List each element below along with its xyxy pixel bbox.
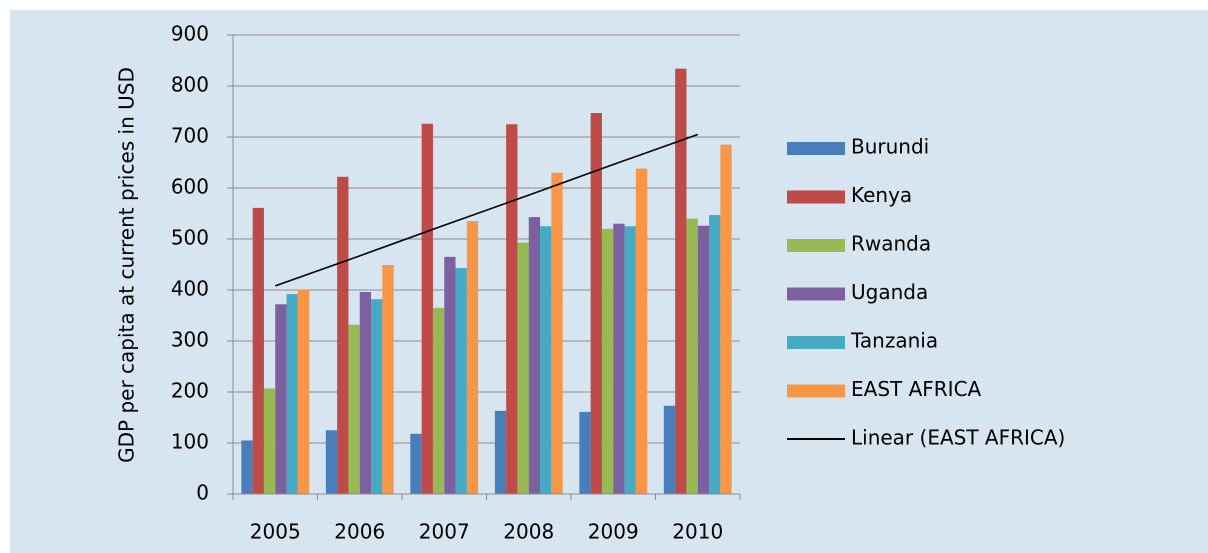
bar bbox=[579, 411, 591, 494]
bar bbox=[455, 268, 467, 494]
x-tick-label: 2009 bbox=[588, 520, 639, 544]
x-tick-label: 2010 bbox=[672, 520, 723, 544]
bar bbox=[263, 388, 276, 494]
bar bbox=[686, 218, 698, 494]
y-tick-label: 600 bbox=[171, 175, 209, 199]
legend-label: Burundi bbox=[851, 135, 929, 159]
bar bbox=[275, 304, 287, 494]
bar bbox=[517, 242, 529, 494]
bar bbox=[494, 410, 507, 494]
y-tick-label: 400 bbox=[171, 277, 209, 301]
bar bbox=[297, 289, 310, 494]
bar bbox=[613, 223, 625, 494]
bar bbox=[432, 307, 445, 494]
bar bbox=[540, 226, 552, 494]
bar bbox=[410, 433, 422, 494]
bar bbox=[252, 207, 264, 494]
y-tick-label: 300 bbox=[171, 328, 209, 352]
legend-label: EAST AFRICA bbox=[851, 377, 982, 401]
legend-swatch bbox=[787, 336, 845, 349]
bar bbox=[466, 221, 479, 494]
bar bbox=[720, 144, 732, 494]
legend-label: Kenya bbox=[851, 183, 912, 207]
legend-swatch bbox=[787, 190, 845, 204]
bar bbox=[382, 265, 394, 494]
bar bbox=[697, 225, 710, 495]
y-tick-label: 700 bbox=[171, 124, 209, 148]
bar bbox=[624, 226, 636, 494]
bar bbox=[337, 176, 349, 494]
y-tick-label: 900 bbox=[171, 22, 209, 46]
legend-label: Rwanda bbox=[851, 232, 931, 256]
legend-label: Linear (EAST AFRICA) bbox=[851, 426, 1065, 450]
bar bbox=[506, 124, 518, 494]
bar bbox=[709, 215, 721, 494]
bar bbox=[325, 430, 338, 494]
bar bbox=[528, 217, 541, 494]
x-tick-label: 2005 bbox=[250, 520, 301, 544]
bar bbox=[444, 256, 456, 494]
y-tick-label: 800 bbox=[171, 73, 209, 97]
y-tick-label: 0 bbox=[196, 481, 209, 505]
y-tick-label: 200 bbox=[171, 379, 209, 403]
x-tick-label: 2008 bbox=[503, 520, 554, 544]
bar bbox=[635, 168, 648, 494]
bar bbox=[675, 68, 687, 494]
trend-line bbox=[274, 133, 699, 287]
bar bbox=[286, 294, 298, 494]
legend-swatch bbox=[787, 239, 845, 252]
bar bbox=[601, 228, 614, 495]
legend-label: Uganda bbox=[851, 280, 928, 304]
bar bbox=[590, 113, 602, 494]
y-tick-label: 500 bbox=[171, 226, 209, 250]
legend-label: Tanzania bbox=[850, 329, 938, 353]
y-axis-label: GDP per capita at current prices in USD bbox=[115, 67, 139, 463]
x-tick-label: 2006 bbox=[334, 520, 385, 544]
bar bbox=[348, 324, 360, 494]
bar bbox=[421, 123, 433, 495]
bar bbox=[551, 172, 563, 494]
bar bbox=[663, 405, 676, 494]
bar bbox=[371, 299, 383, 494]
x-tick-label: 2007 bbox=[419, 520, 470, 544]
y-tick-label: 100 bbox=[171, 430, 209, 454]
legend-swatch bbox=[787, 142, 845, 155]
bar bbox=[241, 440, 253, 494]
legend-swatch bbox=[787, 287, 845, 301]
legend-swatch bbox=[787, 384, 845, 398]
bar bbox=[359, 292, 372, 494]
